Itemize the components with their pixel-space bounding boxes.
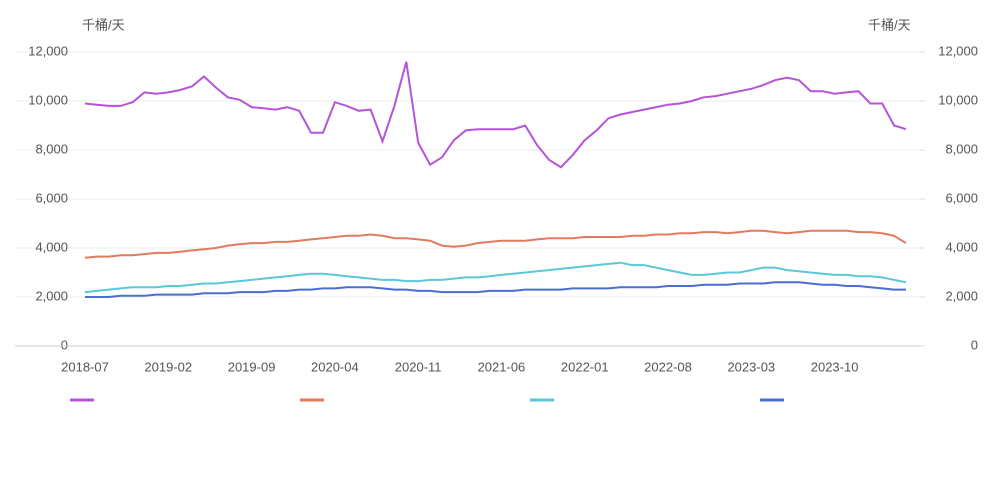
series-line <box>85 281 906 298</box>
y2-axis-label: 千桶/天 <box>868 17 911 32</box>
series-line <box>84 61 907 169</box>
y-axis-label: 千桶/天 <box>82 17 125 32</box>
y2-tick-label: 8,000 <box>945 141 978 156</box>
y2-tick-label: 12,000 <box>938 43 978 58</box>
y-tick-label: 10,000 <box>28 92 68 107</box>
y-tick-label: 8,000 <box>35 141 68 156</box>
y2-tick-label: 2,000 <box>945 288 978 303</box>
x-tick-label: 2021-06 <box>478 359 526 374</box>
y2-tick-label: 6,000 <box>945 190 978 205</box>
y2-tick-label: 4,000 <box>945 239 978 254</box>
y2-tick-label: 10,000 <box>938 92 978 107</box>
series-line <box>84 261 907 294</box>
y-tick-label: 4,000 <box>35 239 68 254</box>
x-tick-label: 2022-01 <box>561 359 609 374</box>
x-tick-label: 2020-04 <box>311 359 359 374</box>
x-tick-label: 2022-08 <box>644 359 692 374</box>
x-tick-label: 2023-03 <box>727 359 775 374</box>
y-tick-label: 0 <box>61 337 68 352</box>
y2-tick-label: 0 <box>971 337 978 352</box>
y-tick-label: 12,000 <box>28 43 68 58</box>
y-tick-label: 2,000 <box>35 288 68 303</box>
y-tick-label: 6,000 <box>35 190 68 205</box>
x-tick-label: 2019-02 <box>144 359 192 374</box>
x-tick-label: 2020-11 <box>395 359 442 374</box>
x-tick-label: 2023-10 <box>811 359 859 374</box>
series-line <box>84 229 907 259</box>
x-tick-label: 2019-09 <box>228 359 276 374</box>
x-tick-label: 2018-07 <box>61 359 109 374</box>
